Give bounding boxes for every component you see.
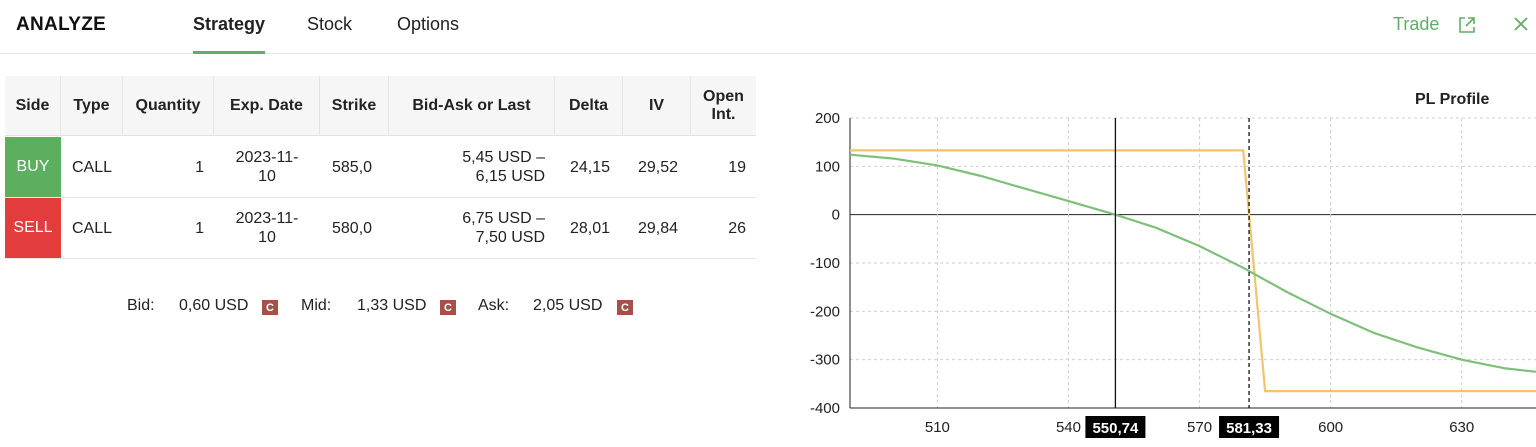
ask-currency-badge[interactable]: C [617, 300, 633, 315]
column-header-bid-ask: Bid-Ask or Last [389, 76, 555, 136]
ask-value: 2,05 USD [533, 297, 603, 314]
x-tick-label: 600 [1318, 419, 1343, 436]
x-tick-label: 570 [1187, 419, 1212, 436]
table-header: Side Type Quantity Exp. Date Strike Bid-… [5, 76, 756, 136]
y-tick-label: 0 [832, 207, 840, 224]
leg-delta: 28,01 [569, 219, 611, 237]
mid-label: Mid: [301, 297, 332, 314]
leg-exp-date: 2023-11- 10 [214, 198, 320, 258]
bid-ask-line2: 6,15 USD [475, 168, 545, 185]
leg-type: CALL [72, 158, 113, 176]
leg-strike: 585,0 [332, 158, 373, 176]
x-tick-label: 510 [925, 419, 950, 436]
series-line-today [849, 153, 1536, 373]
leg-type: CALL [72, 219, 113, 237]
marker-label-box [1219, 416, 1280, 438]
leg-bid-ask: 5,45 USD – 6,15 USD [389, 137, 545, 197]
header-bar: ANALYZE Strategy Stock Options Trade [0, 0, 1536, 54]
column-header-open-int: Open Int. [703, 88, 744, 123]
column-header-iv: IV [623, 76, 691, 136]
pl-profile-chart[interactable]: 200 100 0 -100 -200 -300 -400 510 540 570 600 630 55… [775, 80, 1536, 447]
tab-stock[interactable]: Stock [307, 14, 353, 34]
leg-open-int: 26 [728, 219, 746, 237]
leg-open-int: 19 [728, 158, 746, 176]
x-tick-label: 540 [1056, 419, 1081, 436]
mid-value: 1,33 USD [357, 297, 427, 314]
close-icon[interactable] [1511, 14, 1531, 34]
trade-button[interactable]: Trade [1393, 14, 1440, 34]
y-tick-label: 100 [815, 158, 840, 175]
tab-strategy[interactable]: Strategy [193, 14, 266, 34]
y-tick-label: -200 [810, 303, 840, 320]
leg-quantity: 1 [195, 158, 204, 176]
leg-bid-ask: 6,75 USD – 7,50 USD [389, 198, 545, 258]
exp-date-line2: 10 [258, 229, 276, 246]
leg-exp-date: 2023-11- 10 [214, 137, 320, 197]
side-buy-badge[interactable]: BUY [5, 137, 61, 197]
marker-label: 550,74 [1092, 420, 1139, 437]
leg-iv: 29,52 [637, 158, 679, 176]
leg-delta: 24,15 [569, 158, 611, 176]
y-tick-label: -100 [810, 255, 840, 272]
table-row: SELL CALL 1 2023-11- 10 580,0 6,75 USD –… [5, 198, 756, 259]
bid-ask-line1: 5,45 USD – [462, 149, 545, 166]
y-tick-label: -400 [810, 400, 840, 417]
bid-value: 0,60 USD [179, 297, 249, 314]
external-link-icon[interactable] [1457, 15, 1477, 35]
ask-label: Ask: [478, 297, 510, 314]
exp-date-line1: 2023-11- [235, 149, 299, 166]
bid-currency-badge[interactable]: C [262, 300, 278, 315]
column-header-delta: Delta [555, 76, 623, 136]
leg-strike: 580,0 [332, 219, 373, 237]
column-header-type: Type [61, 76, 123, 136]
leg-iv: 29,84 [637, 219, 679, 237]
exp-date-line2: 10 [258, 168, 276, 185]
bid-ask-line2: 7,50 USD [475, 229, 545, 246]
marker-label-box [1085, 416, 1146, 438]
table-row: BUY CALL 1 2023-11- 10 585,0 5,45 USD – … [5, 137, 756, 198]
series-line-expiry [850, 149, 1536, 393]
side-sell-badge[interactable]: SELL [5, 198, 61, 258]
y-tick-label: 200 [815, 110, 840, 127]
x-tick-label: 630 [1449, 419, 1474, 436]
column-header-exp-date: Exp. Date [214, 76, 320, 136]
tab-options[interactable]: Options [397, 14, 460, 34]
active-tab-indicator [193, 51, 265, 54]
pl-chart-svg: 200 100 0 -100 -200 -300 -400 510 540 570 600 630 55… [810, 110, 1536, 438]
chart-title: PL Profile [1415, 91, 1490, 108]
exp-date-line1: 2023-11- [235, 210, 299, 227]
column-header-strike: Strike [320, 76, 389, 136]
bid-ask-line1: 6,75 USD – [462, 210, 545, 227]
app-title: ANALYZE [16, 14, 107, 35]
column-header-quantity: Quantity [123, 76, 214, 136]
y-tick-label: -300 [810, 352, 840, 369]
mid-currency-badge[interactable]: C [440, 300, 456, 315]
marker-label: 581,33 [1226, 420, 1272, 437]
column-header-side: Side [5, 76, 61, 136]
leg-quantity: 1 [195, 219, 204, 237]
bid-label: Bid: [127, 297, 155, 314]
